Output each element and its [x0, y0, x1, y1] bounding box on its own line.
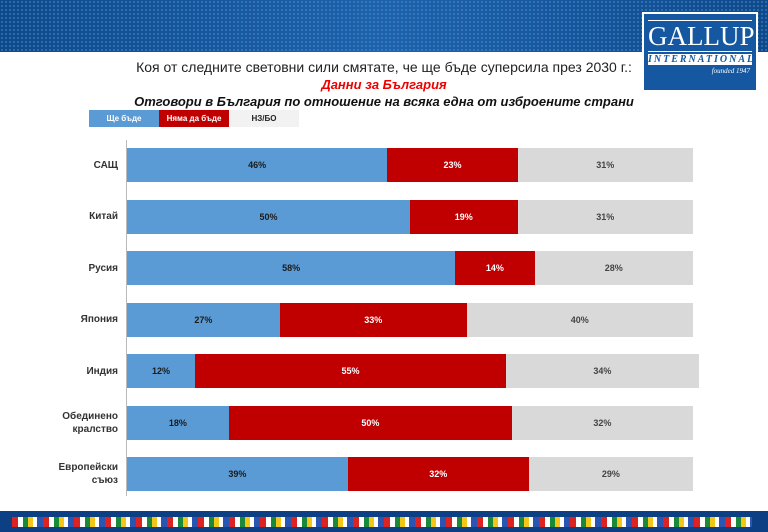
bar-segment: 58% [127, 251, 456, 285]
bar-segment: 12% [127, 354, 195, 388]
flags-strip [12, 517, 752, 527]
bar-segment: 39% [127, 457, 348, 491]
bar-segment: 46% [127, 148, 388, 182]
bar-segment: 23% [387, 148, 518, 182]
bar-segment: 50% [228, 405, 512, 440]
bar-segment: 33% [279, 302, 467, 337]
legend: Ще бъде Няма да бъде НЗ/БО [89, 110, 299, 127]
logo-subtext: INTERNATIONAL [648, 54, 756, 65]
question-title: Коя от следните световни сили смятате, ч… [136, 59, 632, 75]
flags-footer [0, 511, 768, 532]
legend-item: НЗ/БО [229, 110, 299, 127]
bar-segment: 34% [506, 354, 699, 388]
category-label: Европейски съюз [58, 462, 119, 486]
bar-segment: 55% [194, 354, 507, 388]
bar-segment: 31% [517, 148, 693, 182]
bar-segment: 50% [127, 199, 410, 234]
legend-item: Няма да бъде [159, 110, 229, 127]
bar-segment: 19% [410, 199, 518, 234]
category-label: Русия [88, 262, 118, 274]
category-label: Япония [80, 314, 118, 325]
bar-segment: 29% [528, 457, 693, 491]
legend-item: Ще бъде [89, 110, 159, 127]
subtitle-2: Отговори в България по отношение на всяк… [134, 94, 634, 109]
bar-segment: 18% [127, 405, 229, 440]
category-label: Китай [89, 211, 118, 222]
category-label: САЩ [93, 159, 118, 171]
bar-segment: 28% [534, 251, 693, 285]
category-label: Индия [86, 365, 118, 377]
logo-text: GALLUP [648, 20, 755, 52]
bar-segment: 14% [455, 251, 535, 285]
bar-segment: 31% [517, 199, 693, 234]
header-banner [0, 0, 768, 52]
bar-segment: 40% [466, 302, 693, 337]
logo-founded: founded 1947 [711, 67, 750, 75]
category-label: Обединено кралство [62, 410, 118, 435]
bar-segment: 32% [347, 457, 529, 491]
bar-segment: 27% [127, 302, 280, 337]
bar-segment: 32% [511, 405, 693, 440]
subtitle: Данни за България [321, 77, 447, 92]
y-axis [126, 140, 127, 496]
gallup-logo: GALLUP INTERNATIONAL founded 1947 [642, 12, 758, 92]
